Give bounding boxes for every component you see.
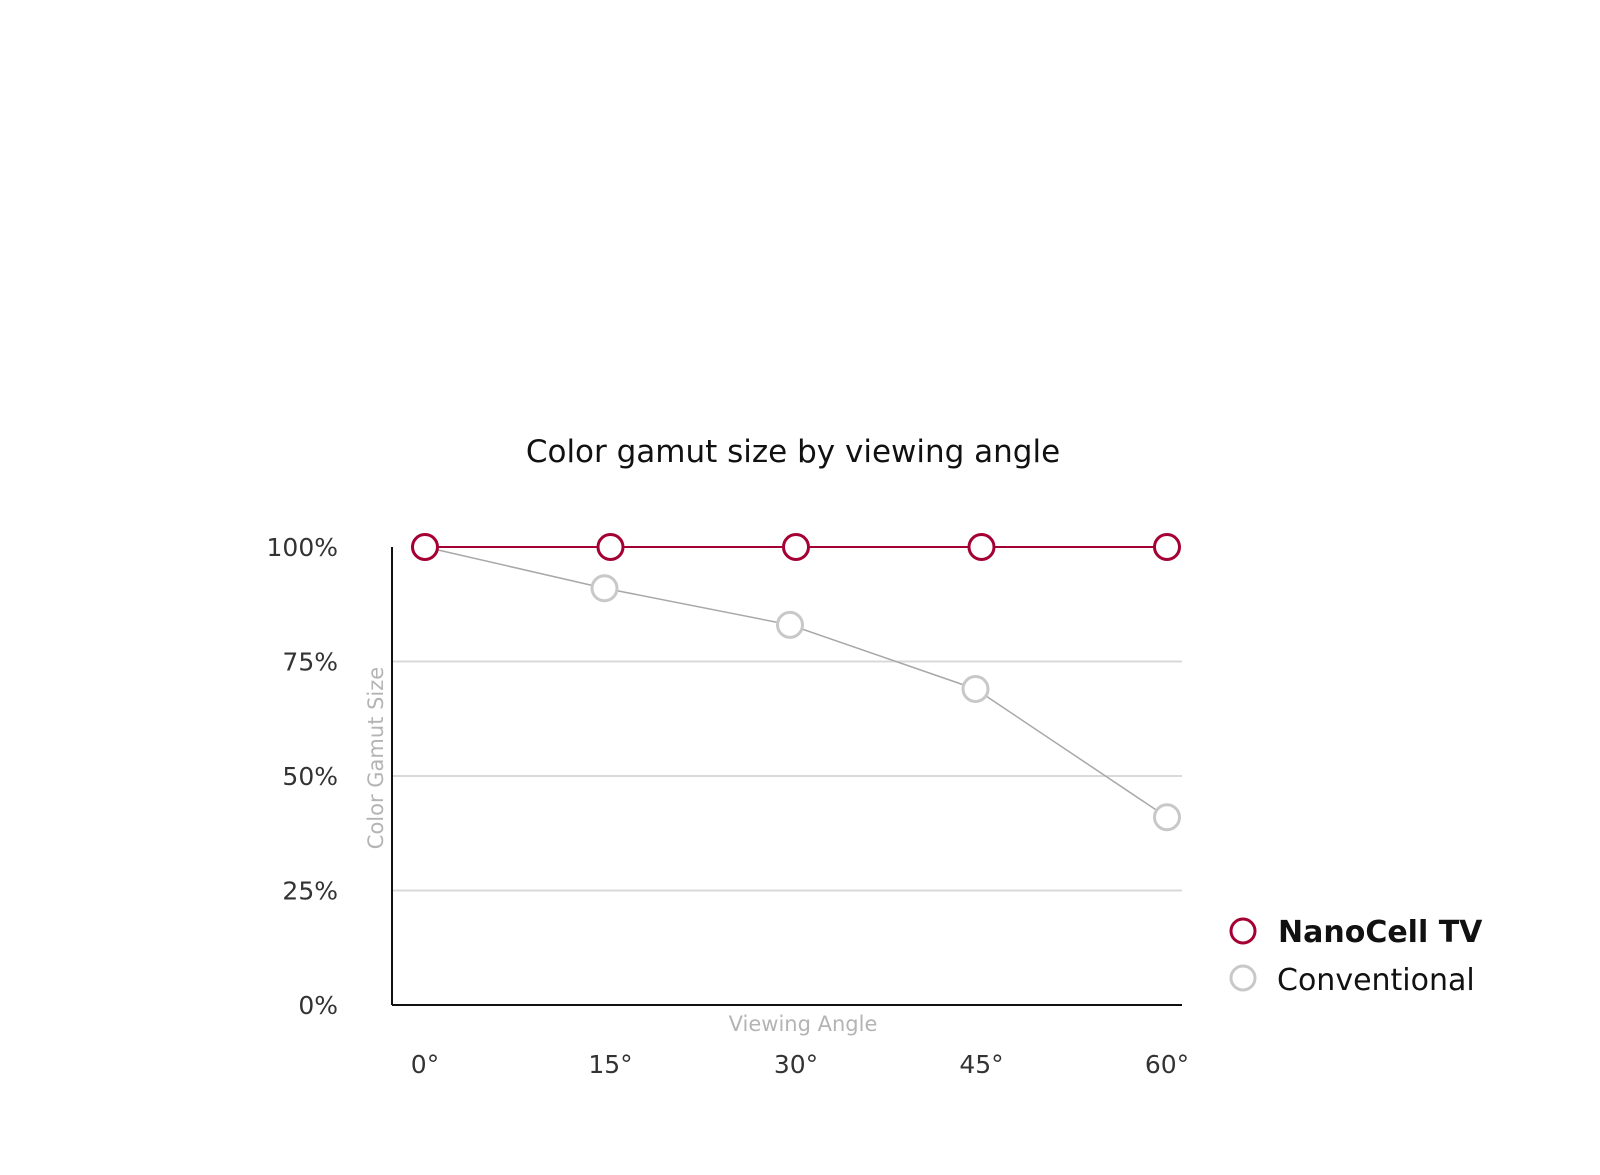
data-point-conventional — [961, 674, 990, 703]
data-point-nanocell — [782, 533, 810, 561]
chart-title: Color gamut size by viewing angle — [526, 434, 1060, 470]
legend-label-nanocell: NanoCell TV — [1278, 915, 1483, 950]
grid — [392, 660, 1182, 892]
x-tick-label: 45° — [959, 1050, 1003, 1079]
legend: NanoCell TV Conventional — [1229, 915, 1483, 998]
y-axis-ticks: 0% 25% 50% 75% 100% — [267, 533, 338, 1020]
legend-marker-conventional — [1229, 964, 1257, 992]
data-point-conventional — [1153, 803, 1181, 832]
series-layer — [411, 533, 1181, 832]
x-tick-label: 15° — [588, 1050, 632, 1079]
data-point-nanocell — [411, 533, 439, 561]
y-axis-label: Color Gamut Size — [364, 667, 388, 849]
data-point-conventional — [590, 574, 619, 603]
x-axis-label: Viewing Angle — [729, 1012, 878, 1036]
x-tick-label: 30° — [774, 1050, 818, 1079]
y-tick-label: 100% — [267, 533, 338, 562]
y-tick-label: 0% — [298, 991, 338, 1020]
x-tick-label: 0° — [411, 1050, 439, 1079]
data-point-conventional — [776, 610, 804, 639]
legend-marker-nanocell — [1229, 917, 1257, 945]
data-point-nanocell — [596, 533, 625, 561]
data-point-nanocell — [1153, 533, 1181, 561]
data-point-nanocell — [967, 533, 996, 561]
legend-label-conventional: Conventional — [1277, 963, 1475, 998]
x-tick-label: 60° — [1145, 1050, 1189, 1079]
x-axis-ticks: 0° 15° 30° 45° 60° — [411, 1050, 1189, 1079]
y-tick-label: 50% — [282, 762, 338, 791]
y-tick-label: 75% — [282, 648, 338, 677]
y-tick-label: 25% — [282, 877, 338, 906]
